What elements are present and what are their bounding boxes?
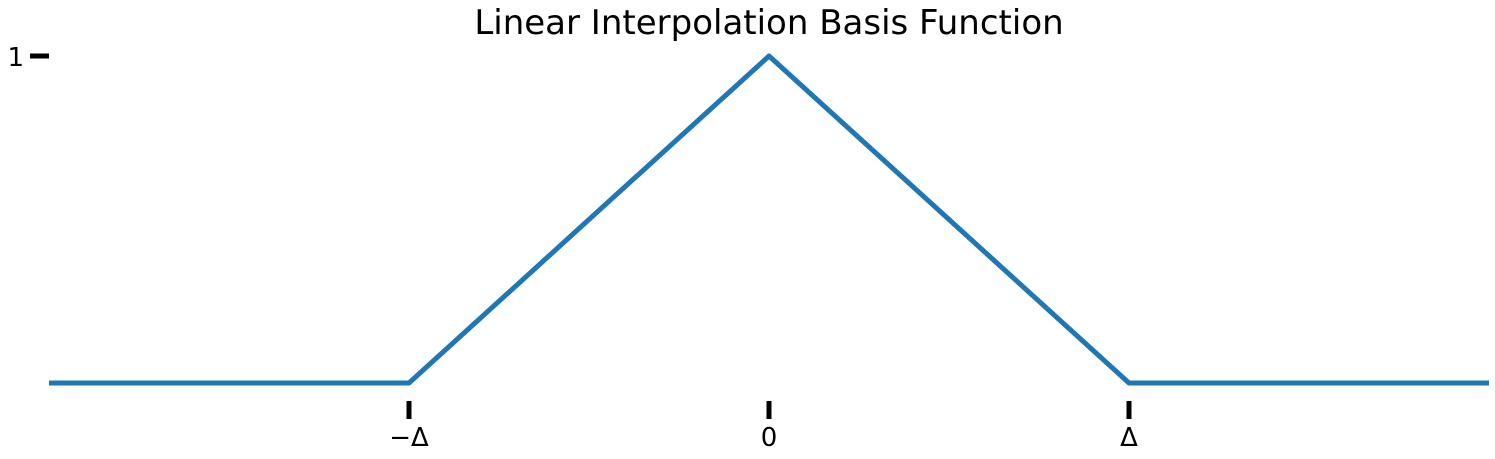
x-tick-label: 0 [761, 423, 778, 453]
plot-area: −Δ 0 Δ 1 [7, 43, 1489, 453]
x-tick-label: −Δ [389, 423, 429, 453]
y-tick-label: 1 [7, 43, 24, 73]
series-line-0 [49, 53, 1489, 386]
chart-title: Linear Interpolation Basis Function [474, 3, 1063, 43]
x-tick-label: Δ [1120, 423, 1138, 453]
